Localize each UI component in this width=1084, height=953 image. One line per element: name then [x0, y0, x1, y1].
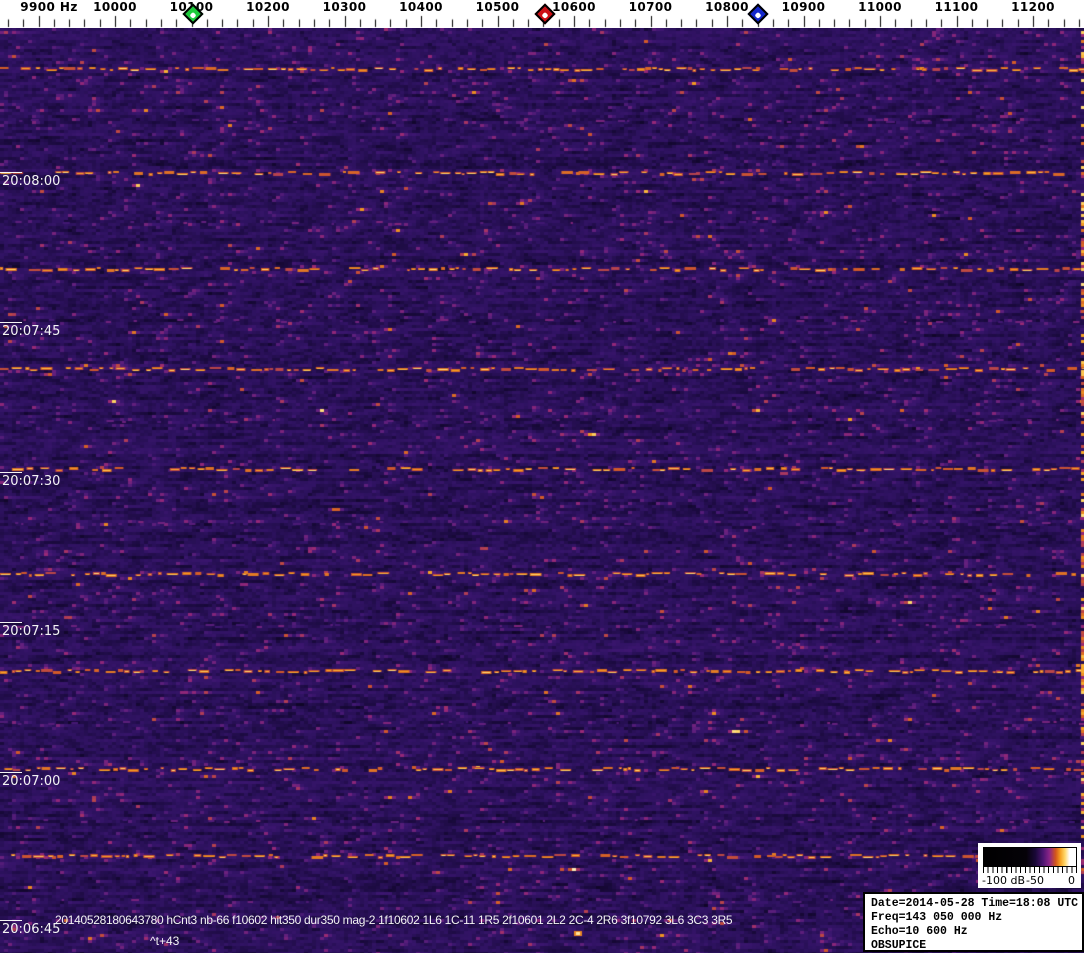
freq-axis-label: 10600	[552, 0, 596, 14]
colorbar-legend: -100 dB -50 0	[978, 843, 1081, 888]
time-axis-tick	[0, 322, 22, 323]
info-station: OBSUPICE	[871, 939, 927, 952]
freq-axis-label: 10000	[93, 0, 137, 14]
freq-axis-label: 11000	[858, 0, 902, 14]
freq-axis-label: 9900 Hz	[20, 0, 78, 14]
freq-axis-label: 10200	[246, 0, 290, 14]
freq-axis-label: 10400	[399, 0, 443, 14]
colorbar-ticks	[983, 867, 1077, 873]
detection-status-line: 20140528180643780 hCnt3 nb-66 f10602 hit…	[55, 913, 733, 927]
time-axis-label: 20:07:30	[2, 474, 61, 489]
time-axis-label: 20:08:00	[2, 174, 61, 189]
frequency-ruler: 9900 Hz100001010010200103001040010500106…	[0, 0, 1084, 28]
colorbar-label-min: -100 dB	[982, 874, 1025, 887]
time-offset-note: ^t+43	[150, 934, 180, 948]
freq-axis-label: 10900	[781, 0, 826, 14]
info-echo: Echo=10 600 Hz	[871, 925, 968, 938]
time-axis-label: 20:07:15	[2, 624, 61, 639]
colorbar-labels: -100 dB -50 0	[978, 874, 1081, 887]
time-axis-tick	[0, 772, 22, 773]
time-axis-tick	[0, 172, 22, 173]
info-frequency: Freq=143 050 000 Hz	[871, 911, 1003, 924]
info-date-time: Date=2014-05-28 Time=18:08 UTC	[871, 897, 1079, 910]
time-axis-tick	[0, 472, 22, 473]
info-box: Date=2014-05-28 Time=18:08 UTC Freq=143 …	[863, 892, 1084, 952]
freq-axis-label: 11200	[1011, 0, 1055, 14]
time-axis-tick	[0, 920, 22, 921]
freq-axis-label: 10800	[705, 0, 749, 14]
colorbar-gradient	[983, 847, 1077, 867]
freq-axis-label: 10300	[322, 0, 367, 14]
freq-axis-label: 10700	[628, 0, 673, 14]
waterfall-canvas	[0, 28, 1084, 953]
colorbar-label-max: 0	[1068, 874, 1075, 887]
colorbar-label-mid: -50	[1026, 874, 1044, 887]
time-axis-label: 20:07:00	[2, 774, 61, 789]
freq-axis-label: 11100	[934, 0, 979, 14]
freq-axis-label: 10500	[475, 0, 520, 14]
time-axis-label: 20:06:45	[2, 922, 61, 937]
time-axis-label: 20:07:45	[2, 324, 61, 339]
time-axis-tick	[0, 622, 22, 623]
